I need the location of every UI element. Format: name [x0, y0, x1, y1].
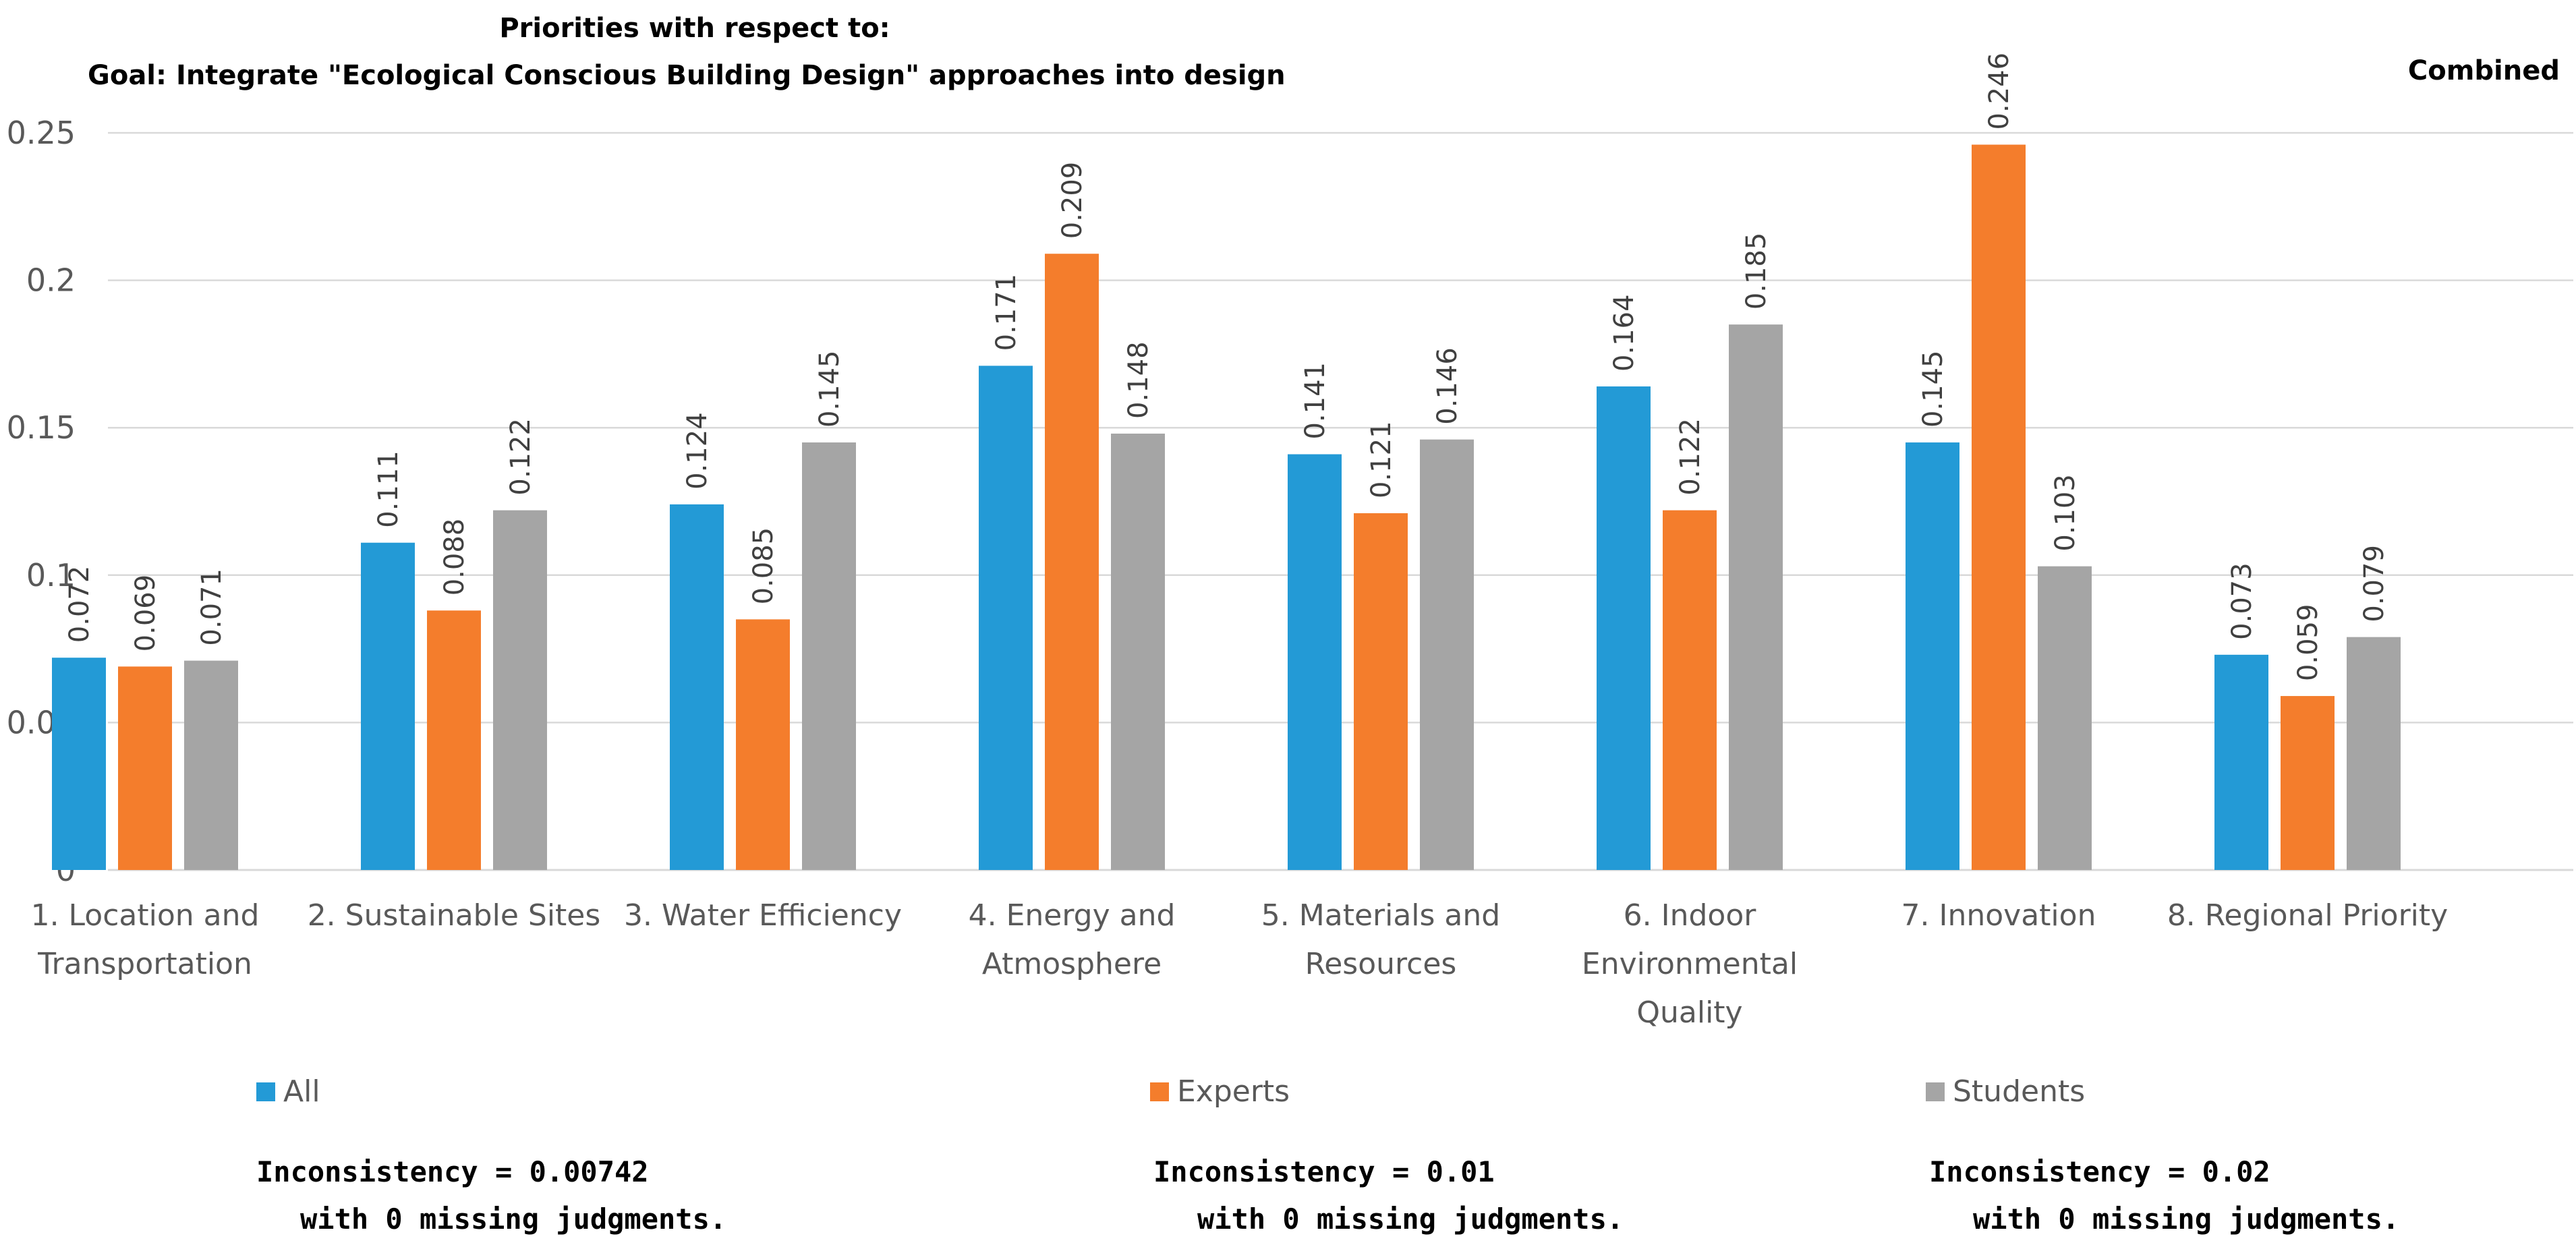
data-label: 0.185	[1741, 233, 1772, 310]
y-tick-label: 0.25	[7, 115, 76, 151]
data-label: 0.069	[130, 575, 161, 652]
bar-experts-5	[1354, 513, 1408, 870]
data-label: 0.209	[1057, 162, 1088, 239]
bar-experts-4	[1045, 254, 1099, 870]
bars	[52, 144, 2401, 870]
legend-label-all: All	[283, 1074, 320, 1109]
bar-all-5	[1288, 454, 1342, 870]
data-label: 0.164	[1609, 294, 1640, 372]
inconsistency-value: Inconsistency = 0.00742	[256, 1155, 649, 1188]
missing-judgments-note: with 0 missing judgments.	[1197, 1202, 1624, 1236]
x-tick-label: 8. Regional Priority	[2167, 898, 2448, 933]
y-tick-label: 0.2	[26, 262, 76, 299]
inconsistency-notes: Inconsistency = 0.00742 with 0 missing ju…	[256, 1155, 2399, 1236]
bar-experts-3	[736, 619, 790, 870]
bar-students-3	[802, 442, 856, 870]
legend-label-students: Students	[1953, 1074, 2085, 1109]
bar-students-7	[2038, 566, 2092, 870]
data-label: 0.146	[1432, 347, 1463, 425]
legend: All Experts Students	[256, 1074, 2085, 1109]
legend-swatch-all	[256, 1082, 275, 1101]
data-label: 0.145	[814, 351, 845, 428]
data-label: 0.148	[1123, 341, 1154, 419]
bar-experts-8	[2281, 696, 2335, 870]
bar-all-6	[1597, 386, 1651, 870]
inconsistency-value: Inconsistency = 0.01	[1153, 1155, 1495, 1188]
data-label: 0.072	[64, 566, 95, 643]
x-tick-label: 4. Energy and Atmosphere	[969, 898, 1176, 981]
bar-all-4	[979, 366, 1033, 870]
bar-students-1	[184, 660, 238, 870]
chart-title: Priorities with respect to:	[499, 13, 890, 44]
data-label: 0.145	[1918, 351, 1949, 428]
legend-swatch-students	[1926, 1082, 1945, 1101]
bar-students-8	[2347, 637, 2401, 870]
bar-students-6	[1729, 324, 1783, 870]
bar-all-8	[2214, 654, 2268, 870]
x-tick-label: 2. Sustainable Sites	[308, 898, 601, 933]
data-label: 0.122	[505, 418, 536, 496]
x-tick-label: 1. Location and Transportation	[31, 898, 260, 981]
missing-judgments-note: with 0 missing judgments.	[300, 1202, 726, 1236]
data-label: 0.122	[1675, 418, 1706, 496]
bar-students-5	[1420, 439, 1474, 870]
bar-all-2	[361, 542, 415, 870]
bar-all-7	[1906, 442, 1959, 870]
legend-label-experts: Experts	[1177, 1074, 1290, 1109]
data-label: 0.103	[2050, 474, 2081, 552]
data-label: 0.124	[682, 412, 713, 490]
data-label: 0.059	[2293, 604, 2324, 682]
y-tick-label: 0.15	[7, 409, 76, 446]
legend-swatch-experts	[1150, 1082, 1169, 1101]
chart-subtitle: Goal: Integrate "Ecological Conscious Bu…	[88, 60, 1286, 91]
bar-experts-1	[118, 666, 172, 870]
data-label: 0.111	[373, 451, 404, 528]
data-label: 0.121	[1366, 421, 1397, 498]
data-label: 0.073	[2227, 562, 2258, 640]
inconsistency-value: Inconsistency = 0.02	[1929, 1155, 2270, 1188]
x-axis-ticks: 1. Location and Transportation 2. Sustaina…	[31, 898, 2449, 1030]
bar-all-3	[670, 504, 724, 870]
data-labels: 0.072 0.069 0.071 0.111 0.088 0.122 0.124 0.085…	[64, 53, 2390, 681]
y-tick-label: 0.1	[26, 557, 76, 593]
data-label: 0.171	[991, 274, 1022, 351]
data-label: 0.246	[1984, 53, 2015, 130]
bar-experts-7	[1972, 144, 2026, 870]
x-tick-label: 3. Water Efficiency	[624, 898, 902, 933]
bar-students-4	[1111, 433, 1165, 870]
bar-students-2	[493, 510, 547, 870]
combined-label: Combined	[2408, 55, 2560, 86]
data-label: 0.079	[2359, 545, 2390, 622]
data-label: 0.085	[748, 527, 779, 605]
x-tick-label: 5. Materials and Resources	[1261, 898, 1500, 981]
data-label: 0.071	[196, 569, 227, 646]
x-tick-label: 7. Innovation	[1901, 898, 2096, 933]
bar-experts-2	[427, 610, 481, 870]
data-label: 0.088	[439, 519, 470, 596]
x-tick-label: 6. Indoor Environmental Quality	[1582, 898, 1798, 1030]
missing-judgments-note: with 0 missing judgments.	[1973, 1202, 2399, 1236]
bar-experts-6	[1663, 510, 1717, 870]
bar-all-1	[52, 658, 106, 870]
data-label: 0.141	[1300, 362, 1331, 440]
